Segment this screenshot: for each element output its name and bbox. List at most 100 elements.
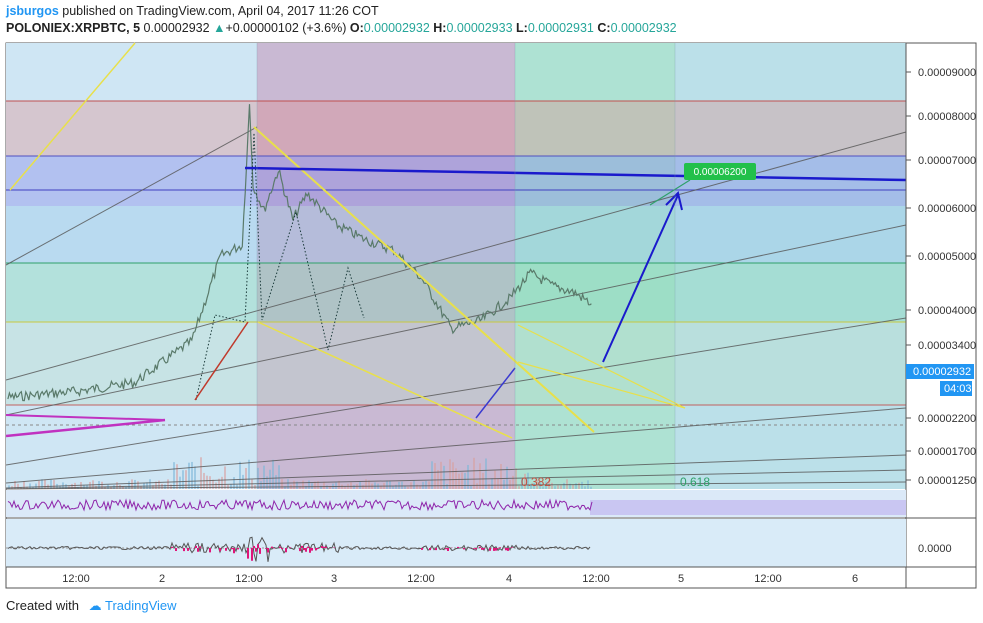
volume-bar <box>329 486 331 489</box>
volume-bar <box>479 463 481 489</box>
volume-bar <box>20 486 22 489</box>
tradingview-logo-icon: ☁ <box>88 598 102 613</box>
volume-bar <box>116 482 118 489</box>
volume-bar <box>467 464 469 489</box>
volume-bar <box>362 485 364 489</box>
price-tick-label: 0.00009000 <box>918 67 976 79</box>
volume-bar <box>527 472 529 489</box>
volume-bar <box>50 479 52 489</box>
volume-bar <box>284 486 286 489</box>
price-tick-label: 0.00008000 <box>918 111 976 123</box>
volume-bar <box>101 481 103 489</box>
macd-pane <box>6 519 906 567</box>
date-separators <box>256 43 676 489</box>
macd-line <box>7 536 591 562</box>
volume-bar <box>191 461 193 489</box>
volume-bar <box>299 486 301 489</box>
volume-bar <box>584 486 586 489</box>
volume-bar <box>206 475 208 489</box>
volume-bar <box>272 459 274 489</box>
low-label: L: <box>516 21 528 35</box>
volume-bar <box>185 470 187 489</box>
volume-bar <box>434 463 436 489</box>
channel-lines <box>5 126 907 490</box>
volume-bar <box>269 469 271 489</box>
time-tick-label: 5 <box>678 573 684 585</box>
current-price-label: 0.00002932 <box>913 366 971 378</box>
volume-bar <box>89 481 91 489</box>
close-value: 0.00002932 <box>610 21 677 35</box>
volume-bar <box>230 484 232 489</box>
time-tick-label: 12:00 <box>582 573 610 585</box>
volume-bar <box>188 462 190 489</box>
volume-bar <box>215 482 217 489</box>
volume-bar <box>413 480 415 489</box>
volume-bar <box>128 481 130 489</box>
volume-bar <box>158 480 160 489</box>
countdown-label: 04:03 <box>944 383 972 395</box>
volume-bar <box>131 479 133 489</box>
red-trendline <box>194 321 249 401</box>
price-line <box>7 104 592 402</box>
author-link[interactable]: jsburgos <box>6 4 59 18</box>
volume-bar <box>560 485 562 489</box>
high-label: H: <box>433 21 447 35</box>
volume-bar <box>239 461 241 489</box>
price-tick-label: 0.00007000 <box>918 155 976 167</box>
volume-bar <box>182 470 184 489</box>
symbol-bar: POLONIEX:XRPBTC, 5 0.00002932 ▲+0.000001… <box>6 21 677 35</box>
volume-bar <box>161 483 163 489</box>
price-axis[interactable]: 0.00009000 0.00008000 0.00007000 0.00006000… <box>906 67 976 487</box>
price-tick-label: 0.00004000 <box>918 305 976 317</box>
volume-bar <box>233 477 235 489</box>
volume-bar <box>281 479 283 489</box>
tradingview-link[interactable]: TradingView <box>105 598 177 613</box>
volume-bar <box>320 485 322 489</box>
macd-histogram <box>171 544 513 561</box>
volume-bar <box>17 483 19 489</box>
volume-bar <box>485 458 487 489</box>
volume-bar <box>401 481 403 489</box>
volume-bar <box>476 483 478 489</box>
time-tick-label: 3 <box>331 573 337 585</box>
volume-bar <box>473 457 475 489</box>
time-tick-label: 12:00 <box>235 573 263 585</box>
volume-bar <box>368 480 370 489</box>
volume-bar <box>389 480 391 489</box>
time-axis[interactable]: 12:00 2 12:00 3 12:00 4 12:00 5 12:00 6 <box>62 573 858 585</box>
price-tick-label: 0.00002200 <box>918 413 976 425</box>
volume-bar <box>512 475 514 489</box>
volume-bar <box>449 459 451 489</box>
time-tick-label: 12:00 <box>407 573 435 585</box>
volume-bar <box>167 479 169 489</box>
volume-bar <box>569 483 571 489</box>
volume-bar <box>302 480 304 489</box>
volume-bar <box>482 472 484 489</box>
low-value: 0.00002931 <box>527 21 594 35</box>
magenta-trendline <box>5 418 166 438</box>
volume-bar <box>41 479 43 489</box>
yellow-trendline-down <box>253 126 595 433</box>
volume-bar <box>542 486 544 489</box>
zone-band-red <box>257 43 515 489</box>
volume-bar <box>431 461 433 489</box>
volume-bar <box>29 483 31 489</box>
volume-bar <box>536 479 538 489</box>
volume-bar <box>458 473 460 489</box>
volume-bar <box>446 484 448 489</box>
open-value: 0.00002932 <box>363 21 430 35</box>
price-tick-label: 0.00003400 <box>918 340 976 352</box>
wedge-lower <box>517 361 686 409</box>
volume-bar <box>572 485 574 489</box>
fib-label-382: 0.382 <box>521 475 551 489</box>
volume-bar <box>194 466 196 489</box>
volume-bar <box>134 479 136 489</box>
volume-bar <box>176 464 178 489</box>
volume-bar <box>380 485 382 489</box>
volume-bar <box>179 476 181 489</box>
price-change: +0.00000102 (+3.6%) <box>225 21 347 35</box>
volume-bar <box>248 459 250 489</box>
volume-bar <box>335 482 337 489</box>
close-label: C: <box>597 21 611 35</box>
